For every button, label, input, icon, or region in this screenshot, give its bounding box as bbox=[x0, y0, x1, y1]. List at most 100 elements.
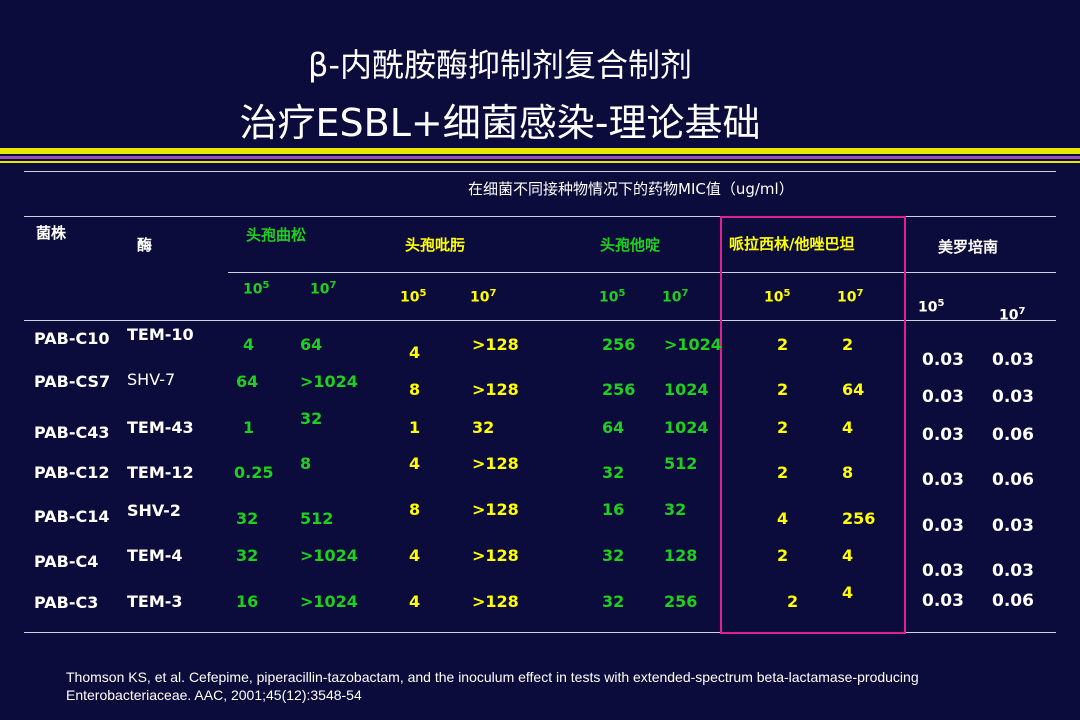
mic-value: 0.03 bbox=[922, 387, 964, 407]
mic-value: 0.03 bbox=[922, 470, 964, 490]
mic-value: 1 bbox=[409, 418, 421, 437]
mic-value: 256 bbox=[602, 380, 636, 399]
mic-value: >1024 bbox=[300, 592, 358, 611]
strain-name: PAB-C3 bbox=[34, 593, 99, 612]
inoculum-label: 105 bbox=[918, 298, 945, 316]
mic-value: 0.03 bbox=[992, 350, 1034, 370]
table-bottom-rule bbox=[24, 632, 1056, 633]
mic-value: 512 bbox=[300, 509, 334, 528]
mic-value: 32 bbox=[602, 592, 625, 611]
slide-title-line1: β-内酰胺酶抑制剂复合制剂 bbox=[308, 46, 692, 84]
mic-value: 2 bbox=[842, 335, 854, 354]
inoculum-label: 107 bbox=[662, 288, 689, 306]
enzyme-name: TEM-3 bbox=[127, 592, 183, 611]
slide-title-line2: 治疗ESBL+细菌感染-理论基础 bbox=[239, 101, 761, 145]
table-header-rule bbox=[24, 216, 1056, 217]
mic-value: 1024 bbox=[664, 418, 709, 437]
enzyme-name: SHV-7 bbox=[127, 370, 176, 389]
table-top-rule bbox=[24, 171, 1056, 172]
mic-value: 0.03 bbox=[992, 387, 1034, 407]
inoculum-rule bbox=[228, 272, 1056, 273]
mic-value: 64 bbox=[236, 372, 259, 391]
mic-value: 4 bbox=[409, 343, 421, 362]
mic-value: 0.03 bbox=[922, 591, 964, 611]
enzyme-name: TEM-12 bbox=[127, 463, 194, 482]
mic-value: 256 bbox=[842, 509, 876, 528]
header-meropenem: 美罗培南 bbox=[938, 238, 999, 256]
mic-value: 32 bbox=[602, 463, 625, 482]
mic-value: 1024 bbox=[664, 380, 709, 399]
mic-value: 32 bbox=[236, 509, 259, 528]
mic-value: 256 bbox=[664, 592, 698, 611]
mic-value: 32 bbox=[664, 500, 687, 519]
mic-value: 2 bbox=[777, 380, 789, 399]
mic-value: 0.03 bbox=[992, 516, 1034, 536]
mic-value: 4 bbox=[243, 335, 255, 354]
enzyme-name: SHV-2 bbox=[127, 501, 181, 520]
mic-value: 0.25 bbox=[234, 463, 274, 482]
mic-value: 0.03 bbox=[922, 425, 964, 445]
mic-value: 512 bbox=[664, 454, 698, 473]
mic-value: >128 bbox=[472, 592, 519, 611]
mic-value: 2 bbox=[777, 418, 789, 437]
mic-value: 4 bbox=[409, 592, 421, 611]
mic-value: 0.06 bbox=[992, 470, 1034, 490]
divider-bar-yellow-thin bbox=[0, 161, 1080, 163]
mic-value: 8 bbox=[300, 454, 312, 473]
mic-value: 4 bbox=[409, 546, 421, 565]
highlight-box bbox=[720, 216, 906, 634]
header-ceftazidime: 头孢他啶 bbox=[600, 236, 661, 254]
divider-bar-yellow bbox=[0, 148, 1080, 154]
inoculum-label: 107 bbox=[999, 306, 1026, 324]
mic-value: 8 bbox=[409, 500, 421, 519]
mic-value: 4 bbox=[842, 546, 854, 565]
mic-value: 2 bbox=[777, 546, 789, 565]
mic-value: 32 bbox=[236, 546, 259, 565]
mic-value: 8 bbox=[409, 380, 421, 399]
mic-value: 1 bbox=[243, 418, 255, 437]
mic-value: >128 bbox=[472, 335, 519, 354]
mic-value: 0.03 bbox=[922, 516, 964, 536]
mic-value: >128 bbox=[472, 500, 519, 519]
mic-value: 4 bbox=[777, 509, 789, 528]
strain-name: PAB-C10 bbox=[34, 329, 110, 348]
mic-value: 256 bbox=[602, 335, 636, 354]
mic-value: 4 bbox=[409, 454, 421, 473]
mic-value: >1024 bbox=[300, 372, 358, 391]
inoculum-label: 107 bbox=[310, 280, 337, 298]
mic-value: >128 bbox=[472, 380, 519, 399]
strain-name: PAB-C12 bbox=[34, 463, 110, 482]
inoculum-label: 105 bbox=[243, 280, 270, 298]
header-cefepime: 头孢吡肟 bbox=[405, 236, 466, 254]
mic-value: 0.03 bbox=[922, 350, 964, 370]
mic-value: 0.06 bbox=[992, 591, 1034, 611]
mic-value: 32 bbox=[472, 418, 495, 437]
mic-value: 16 bbox=[236, 592, 259, 611]
strain-name: PAB-C43 bbox=[34, 423, 110, 442]
mic-value: >1024 bbox=[300, 546, 358, 565]
mic-value: 2 bbox=[787, 592, 799, 611]
enzyme-name: TEM-4 bbox=[127, 546, 183, 565]
inoculum-label: 107 bbox=[470, 288, 497, 306]
inoculum-label: 105 bbox=[764, 288, 791, 306]
inoculum-label: 105 bbox=[599, 288, 626, 306]
inoculum-label: 107 bbox=[837, 288, 864, 306]
strain-name: PAB-C14 bbox=[34, 507, 110, 526]
header-strain: 菌株 bbox=[36, 224, 67, 242]
mic-value: 128 bbox=[664, 546, 698, 565]
mic-value: 0.03 bbox=[922, 561, 964, 581]
strain-name: PAB-C4 bbox=[34, 552, 99, 571]
mic-value: 4 bbox=[842, 583, 854, 602]
inoculum-label: 105 bbox=[400, 288, 427, 306]
mic-value: 64 bbox=[842, 380, 865, 399]
mic-value: >128 bbox=[472, 454, 519, 473]
mic-value: 2 bbox=[777, 463, 789, 482]
header-ceftriaxone: 头孢曲松 bbox=[246, 226, 307, 244]
mic-value: >1024 bbox=[664, 335, 722, 354]
enzyme-name: TEM-43 bbox=[127, 418, 194, 437]
mic-value: 32 bbox=[602, 546, 625, 565]
table-caption: 在细菌不同接种物情况下的药物MIC值（ug/ml） bbox=[468, 180, 794, 198]
mic-value: 16 bbox=[602, 500, 625, 519]
mic-value: 32 bbox=[300, 409, 323, 428]
mic-value: >128 bbox=[472, 546, 519, 565]
